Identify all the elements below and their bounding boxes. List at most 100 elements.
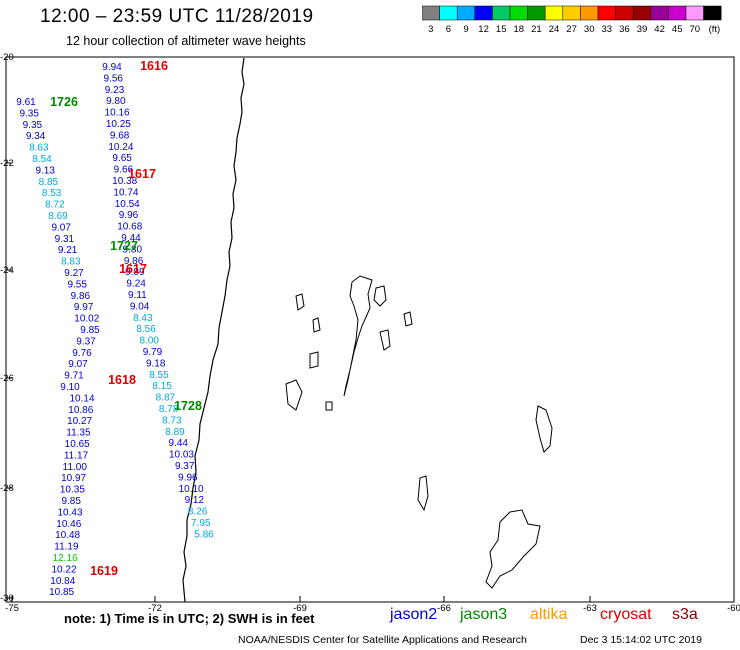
wave-height-value: 9.76 xyxy=(72,348,92,359)
wave-height-value: 9.85 xyxy=(61,496,81,507)
lake-outline xyxy=(379,329,391,351)
wave-height-value: 7.95 xyxy=(191,518,211,529)
pass-time-label: 1726 xyxy=(50,95,78,109)
wave-height-value: 10.24 xyxy=(108,142,133,153)
lon-label: -63 xyxy=(583,603,597,614)
wave-height-value: 10.74 xyxy=(113,187,138,198)
wave-height-value: 8.26 xyxy=(188,507,208,518)
wave-height-value: 9.68 xyxy=(110,130,130,141)
color-scale-label: 24 xyxy=(549,24,560,35)
color-scale-swatch xyxy=(703,5,722,21)
lake-outline xyxy=(312,317,321,333)
wave-height-value: 9.37 xyxy=(175,461,195,472)
wave-height-value: 9.44 xyxy=(169,438,189,449)
lat-label: -26 xyxy=(0,373,14,384)
wave-height-value: 8.54 xyxy=(32,154,52,165)
lake-outline xyxy=(343,275,373,397)
lake-outline xyxy=(309,351,319,369)
wave-height-value: 9.23 xyxy=(105,85,125,96)
wave-height-value: 8.56 xyxy=(136,324,156,335)
wave-height-value: 10.25 xyxy=(106,119,131,130)
wave-height-value: 8.72 xyxy=(45,200,65,211)
wave-height-value: 9.79 xyxy=(143,347,163,358)
satellite-legend-item: jason2 xyxy=(390,606,438,623)
wave-height-value: 8.15 xyxy=(152,381,172,392)
wave-height-value: 8.83 xyxy=(61,257,81,268)
pass-time-label: 1617 xyxy=(119,262,147,276)
wave-height-value: 10.02 xyxy=(74,314,99,325)
wave-height-value: 10.48 xyxy=(55,530,80,541)
lake-outline xyxy=(285,379,303,411)
color-scale-label: 9 xyxy=(463,24,468,35)
wave-height-value: 10.54 xyxy=(115,199,140,210)
lat-label: -28 xyxy=(0,483,14,494)
wave-height-value: 10.65 xyxy=(65,439,90,450)
color-scale-label: 27 xyxy=(566,24,577,35)
wave-height-value: 9.80 xyxy=(106,96,126,107)
map-frame xyxy=(5,56,735,603)
wave-height-value: 9.94 xyxy=(102,62,122,73)
wave-height-value: 10.14 xyxy=(69,393,94,404)
wave-height-value: 10.35 xyxy=(60,485,85,496)
wave-height-value: 9.55 xyxy=(67,279,87,290)
coastline-chile xyxy=(182,57,245,603)
wave-height-value: 8.87 xyxy=(156,393,176,404)
color-scale-label: 12 xyxy=(478,24,489,35)
wave-height-value: 8.73 xyxy=(162,415,182,426)
wave-height-value: 9.21 xyxy=(58,245,78,256)
lat-label: -20 xyxy=(0,52,14,63)
satellite-legend-item: jason3 xyxy=(460,606,508,623)
wave-height-value: 9.86 xyxy=(71,291,91,302)
color-scale-label: 36 xyxy=(619,24,630,35)
wave-height-value: 10.16 xyxy=(105,108,130,119)
wave-height-value: 10.84 xyxy=(50,576,75,587)
lake-outline xyxy=(295,293,305,311)
wave-height-value: 9.24 xyxy=(126,279,146,290)
wave-height-value: 9.86 xyxy=(124,256,144,267)
color-scale-label: 30 xyxy=(584,24,595,35)
wave-height-value: 9.96 xyxy=(178,472,198,483)
color-scale-label: (ft) xyxy=(709,24,721,35)
color-scale-label: 45 xyxy=(672,24,683,35)
color-scale-label: 3 xyxy=(428,24,433,35)
wave-height-value: 9.56 xyxy=(104,73,124,84)
wave-height-value: 9.34 xyxy=(26,131,46,142)
wave-height-value: 10.97 xyxy=(61,473,86,484)
satellite-legend-item: cryosat xyxy=(600,606,652,623)
color-scale-label: 18 xyxy=(514,24,525,35)
wave-height-value: 9.12 xyxy=(185,495,205,506)
wave-height-value: 9.18 xyxy=(146,358,166,369)
color-scale-label: 33 xyxy=(602,24,613,35)
pass-time-label: 1728 xyxy=(174,399,202,413)
color-scale-label: 42 xyxy=(654,24,665,35)
lat-label: -22 xyxy=(0,158,14,169)
lat-label: -30 xyxy=(0,593,14,604)
color-scale-label: 21 xyxy=(531,24,542,35)
wave-height-value: 9.65 xyxy=(112,153,132,164)
wave-height-value: 9.66 xyxy=(114,165,134,176)
footer-note: note: 1) Time is in UTC; 2) SWH is in fe… xyxy=(64,611,315,626)
pass-time-label: 1617 xyxy=(128,167,156,181)
satellite-legend-item: s3a xyxy=(672,606,698,623)
lon-label: -72 xyxy=(148,603,162,614)
wave-height-value: 8.89 xyxy=(165,427,185,438)
lake-outline xyxy=(325,401,333,411)
lat-label: -24 xyxy=(0,265,14,276)
wave-height-value: 9.80 xyxy=(123,244,143,255)
pass-time-label: 1619 xyxy=(90,564,118,578)
wave-height-value: 9.35 xyxy=(23,120,43,131)
lake-outline xyxy=(417,475,429,512)
wave-height-value: 8.55 xyxy=(149,370,169,381)
wave-height-value: 8.78 xyxy=(159,404,179,415)
wave-height-value: 10.46 xyxy=(56,519,81,530)
wave-height-value: 10.10 xyxy=(179,484,204,495)
wave-height-value: 9.07 xyxy=(68,359,88,370)
wave-height-value: 8.63 xyxy=(29,143,49,154)
wave-height-value: 11.19 xyxy=(54,542,79,553)
lake-outline xyxy=(373,285,387,307)
wave-height-value: 8.69 xyxy=(48,211,68,222)
wave-height-value: 11.00 xyxy=(63,462,88,473)
map-title: 12:00 – 23:59 UTC 11/28/2019 xyxy=(40,6,314,27)
wave-height-value: 12.16 xyxy=(53,553,78,564)
lake-outline xyxy=(485,509,541,589)
